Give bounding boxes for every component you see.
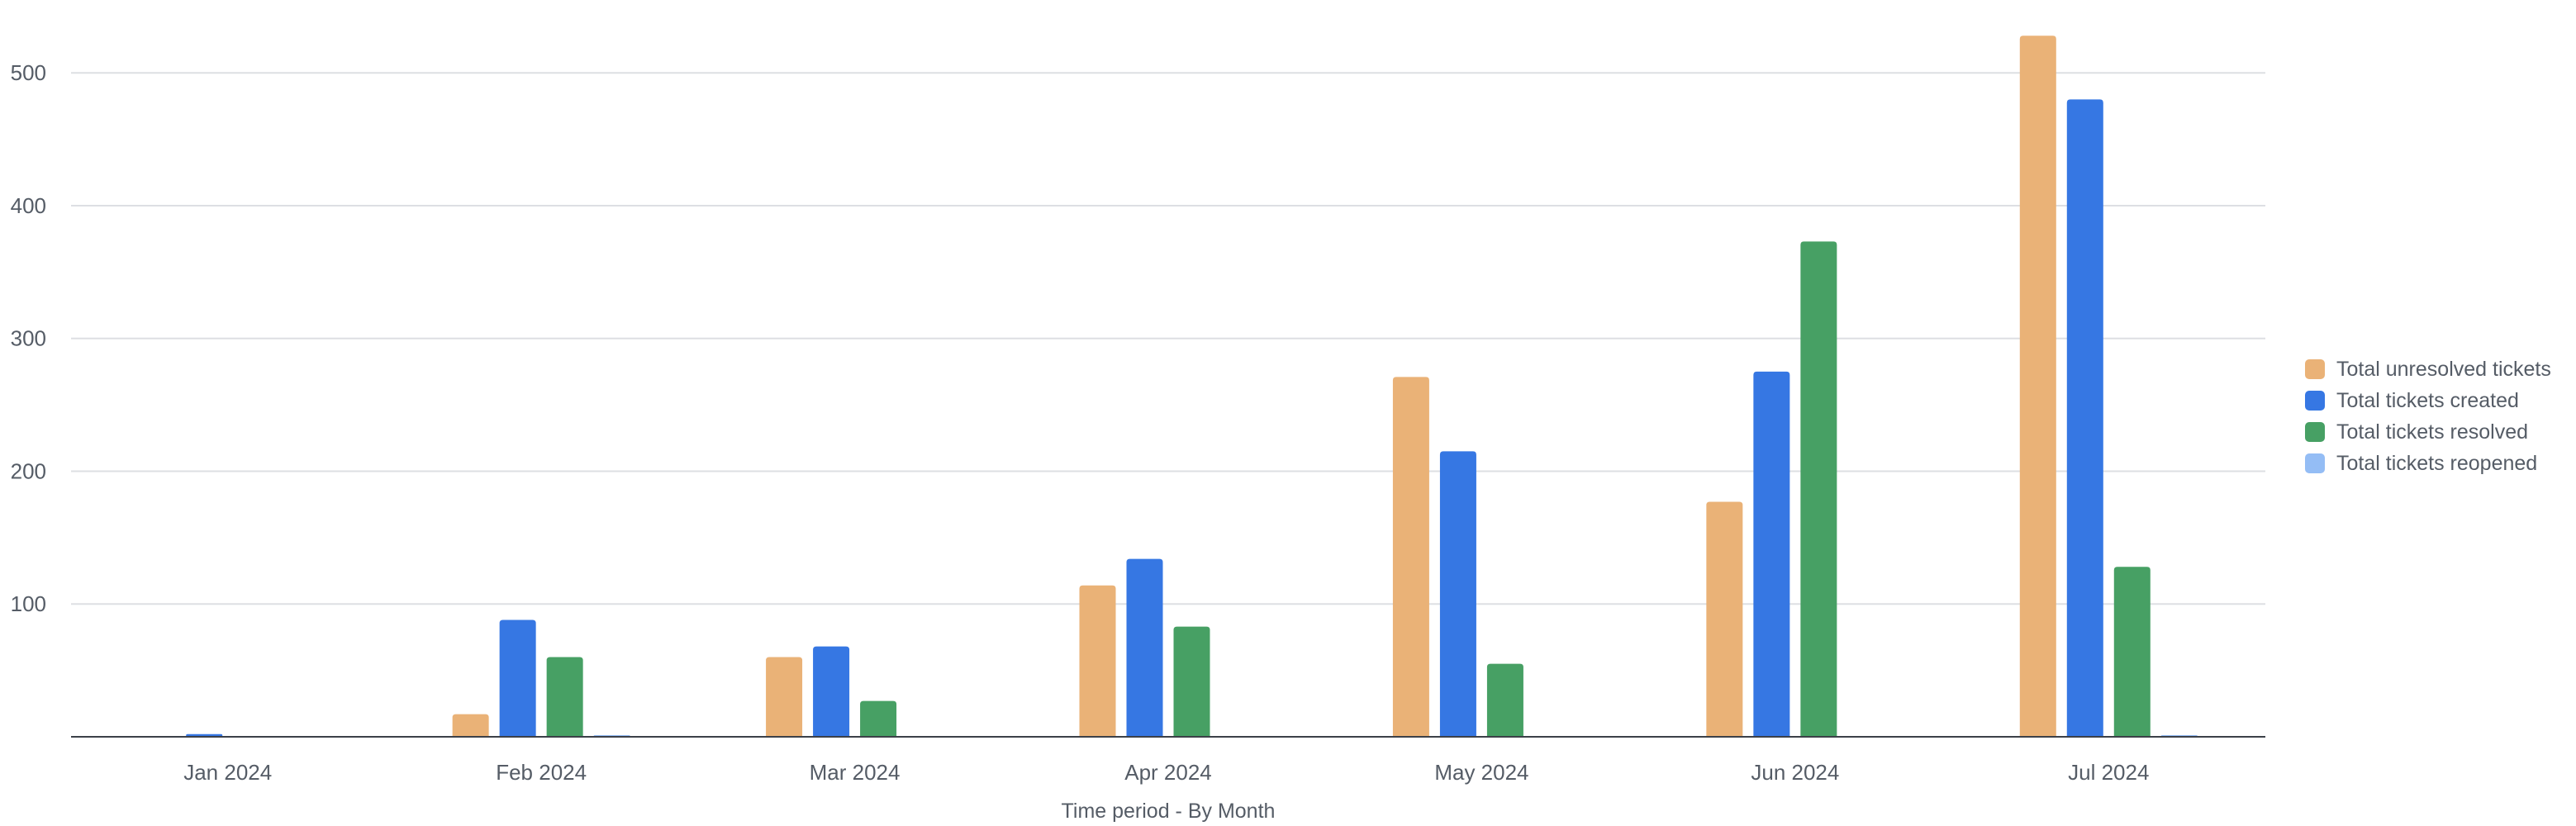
legend: Total unresolved tickets Total tickets cr… bbox=[2305, 354, 2551, 479]
legend-swatch bbox=[2305, 453, 2325, 473]
bar[interactable] bbox=[1079, 585, 1116, 737]
x-tick-label: Mar 2024 bbox=[810, 760, 901, 785]
bar[interactable] bbox=[1392, 377, 1429, 737]
bar[interactable] bbox=[813, 646, 850, 737]
x-axis-tick-labels: Jan 2024 Feb 2024 Mar 2024 Apr 2024 May 2024… bbox=[183, 760, 2149, 785]
legend-item[interactable]: Total tickets resolved bbox=[2305, 416, 2551, 448]
bar[interactable] bbox=[546, 657, 583, 737]
grid-lines bbox=[71, 72, 2265, 605]
x-tick-label: Jan 2024 bbox=[183, 760, 272, 785]
bar[interactable] bbox=[2066, 99, 2103, 737]
bar[interactable] bbox=[1173, 626, 1210, 737]
bar[interactable] bbox=[2019, 36, 2056, 738]
legend-item[interactable]: Total tickets reopened bbox=[2305, 448, 2551, 479]
x-tick-label: Jun 2024 bbox=[1751, 760, 1839, 785]
bars bbox=[186, 36, 2198, 738]
y-tick-label: 400 bbox=[11, 193, 46, 218]
y-tick-label: 100 bbox=[11, 591, 46, 616]
x-tick-label: Feb 2024 bbox=[496, 760, 587, 785]
bar[interactable] bbox=[452, 714, 489, 737]
bar[interactable] bbox=[1800, 241, 1837, 738]
legend-swatch bbox=[2305, 391, 2325, 411]
bar[interactable] bbox=[499, 620, 536, 737]
x-tick-label: Jul 2024 bbox=[2068, 760, 2149, 785]
legend-item[interactable]: Total unresolved tickets bbox=[2305, 354, 2551, 385]
bar[interactable] bbox=[1126, 558, 1163, 737]
bar[interactable] bbox=[860, 700, 897, 737]
x-tick-label: Apr 2024 bbox=[1124, 760, 1212, 785]
bar[interactable] bbox=[1753, 371, 1790, 737]
legend-label: Total unresolved tickets bbox=[2336, 357, 2551, 381]
bar[interactable] bbox=[1439, 451, 1476, 737]
legend-item[interactable]: Total tickets created bbox=[2305, 385, 2551, 416]
y-tick-label: 300 bbox=[11, 326, 46, 351]
x-tick-label: May 2024 bbox=[1434, 760, 1528, 785]
legend-label: Total tickets reopened bbox=[2336, 451, 2538, 475]
legend-label: Total tickets resolved bbox=[2336, 420, 2529, 444]
y-tick-label: 200 bbox=[11, 458, 46, 483]
bar[interactable] bbox=[1486, 663, 1523, 737]
legend-swatch bbox=[2305, 422, 2325, 442]
y-axis-tick-labels: 100 200 300 400 500 bbox=[11, 60, 46, 616]
legend-label: Total tickets created bbox=[2336, 388, 2519, 412]
bar[interactable] bbox=[766, 657, 803, 737]
bar[interactable] bbox=[2113, 567, 2151, 737]
bar[interactable] bbox=[1706, 501, 1743, 737]
x-axis-title: Time period - By Month bbox=[1062, 800, 1276, 823]
y-tick-label: 500 bbox=[11, 60, 46, 85]
legend-swatch bbox=[2305, 359, 2325, 379]
